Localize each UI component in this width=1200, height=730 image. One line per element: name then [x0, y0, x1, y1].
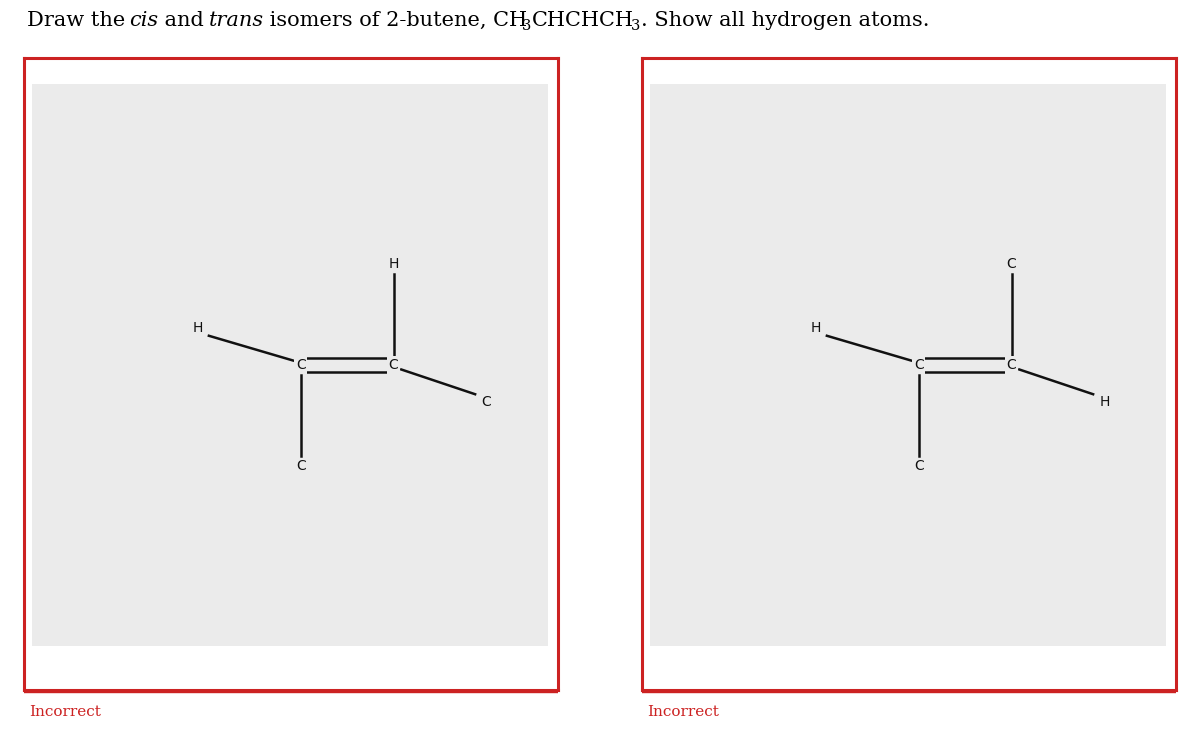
Text: C: C	[481, 394, 491, 409]
Text: CHCHCH: CHCHCH	[532, 11, 634, 30]
Text: Incorrect: Incorrect	[647, 704, 719, 719]
Text: H: H	[810, 321, 821, 336]
Text: C: C	[389, 358, 398, 372]
Text: Draw the: Draw the	[26, 11, 132, 30]
Text: . Show all hydrogen atoms.: . Show all hydrogen atoms.	[641, 11, 929, 30]
Text: 3: 3	[522, 19, 532, 33]
Text: cis: cis	[130, 11, 158, 30]
Text: C: C	[296, 459, 306, 473]
Text: C: C	[914, 358, 924, 372]
Text: H: H	[389, 257, 398, 271]
Text: isomers of 2-butene, CH: isomers of 2-butene, CH	[263, 11, 528, 30]
Text: cis-2-butene: cis-2-butene	[46, 91, 167, 109]
Text: C: C	[1007, 257, 1016, 271]
Text: C: C	[914, 459, 924, 473]
Text: 3: 3	[631, 19, 641, 33]
Text: H: H	[1099, 394, 1110, 409]
Text: and: and	[158, 11, 210, 30]
Text: Incorrect: Incorrect	[29, 704, 101, 719]
Text: C: C	[1007, 358, 1016, 372]
Text: trans: trans	[209, 11, 264, 30]
Text: trans-2-butene: trans-2-butene	[664, 91, 809, 109]
Text: C: C	[296, 358, 306, 372]
Text: H: H	[192, 321, 203, 336]
